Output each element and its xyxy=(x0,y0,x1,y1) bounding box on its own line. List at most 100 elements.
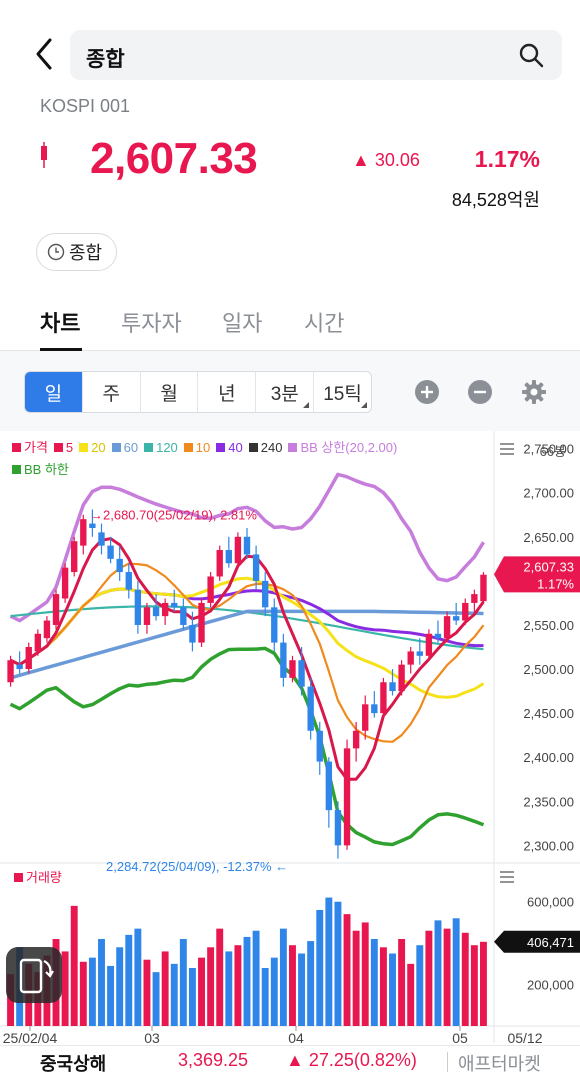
price-chart[interactable]: 2,750.002,700.002,650.002,600.002,550.00… xyxy=(0,431,580,1046)
volume-bar xyxy=(179,939,187,1026)
search-text: 종합 xyxy=(86,48,125,71)
legend-label: 가격 xyxy=(24,440,48,455)
tab-chart[interactable]: 차트 xyxy=(40,311,81,336)
period-minute[interactable]: 3분 xyxy=(256,372,315,412)
trade-amount: 84,528억원 xyxy=(451,190,540,210)
volume-bar xyxy=(352,930,360,1026)
volume-bar xyxy=(116,947,124,1026)
legend-swatch xyxy=(53,443,63,452)
period-day[interactable]: 일 xyxy=(25,372,83,412)
legend-label: 5 xyxy=(65,440,74,455)
tab-bar: 차트 투자자 일자 시간 xyxy=(0,296,580,351)
volume-tag xyxy=(494,930,580,953)
candle-body xyxy=(116,558,123,573)
ticker-code: KOSPI 001 xyxy=(40,96,131,116)
candle-body xyxy=(25,647,32,670)
legend-item-0: 가격 xyxy=(12,440,48,455)
candle-body xyxy=(125,572,132,590)
rotate-phone-icon xyxy=(19,958,54,994)
period-week[interactable]: 주 xyxy=(83,372,141,412)
date-axis-label: 03 xyxy=(144,1030,160,1046)
period-week-label: 주 xyxy=(102,383,120,405)
candle-body xyxy=(316,730,323,762)
legend-item-bb-lower: BB 하한 xyxy=(12,462,69,477)
candle-body xyxy=(307,686,314,731)
bottom-index-name: 중국상해 xyxy=(40,1054,107,1074)
chart-toolbar: 일 주 월 년 3분 15틱 xyxy=(0,351,580,431)
date-axis-label: 04 xyxy=(288,1030,304,1046)
candle-body xyxy=(189,624,196,643)
price-axis-label: 2,750.00 xyxy=(523,442,574,457)
back-arrow-icon[interactable] xyxy=(30,36,60,72)
volume-bar xyxy=(370,939,378,1026)
search-icon[interactable] xyxy=(518,42,544,68)
candle-body xyxy=(16,664,23,670)
rotate-screen-button[interactable] xyxy=(6,947,62,1003)
volume-menu-icon[interactable] xyxy=(500,871,514,883)
volume-bar xyxy=(161,951,169,1026)
settings-gear-icon[interactable] xyxy=(521,379,547,405)
period-month-label: 월 xyxy=(160,383,178,405)
indicator-legend: 가격 5 20 60 120 10 40 240 BB 상한(20,2.00) BB 하한 xyxy=(12,437,492,481)
price-axis-label: 2,350.00 xyxy=(523,794,574,809)
volume-bar xyxy=(88,957,96,1026)
search-bar[interactable]: 종합 xyxy=(70,30,562,80)
candle-body xyxy=(343,748,351,846)
volume-bar xyxy=(98,939,105,1026)
ma-60-line xyxy=(10,609,484,680)
candle-body xyxy=(380,682,387,714)
candle-body xyxy=(207,576,214,603)
volume-bar xyxy=(425,930,433,1026)
zoom-out-icon[interactable] xyxy=(467,379,493,405)
legend-item-6: 40 xyxy=(216,440,243,455)
legend-swatch xyxy=(79,443,89,452)
legend-swatch xyxy=(144,443,154,452)
period-tick[interactable]: 15틱 xyxy=(314,372,371,412)
volume-bar xyxy=(443,928,451,1026)
volume-bar xyxy=(143,959,151,1026)
price-axis-label: 2,300.00 xyxy=(523,838,574,853)
legend-swatch xyxy=(12,465,21,474)
zoom-in-icon[interactable] xyxy=(414,379,440,405)
period-month[interactable]: 월 xyxy=(141,372,199,412)
legend-swatch xyxy=(111,443,121,452)
candle-body xyxy=(171,602,178,608)
ma-10-line xyxy=(10,562,485,743)
legend-item-7: 240 xyxy=(248,440,282,455)
candle-body xyxy=(289,660,296,678)
legend-item-1: 5 xyxy=(53,440,74,455)
candle-body xyxy=(352,730,360,749)
candle-body xyxy=(325,761,333,811)
menu-icon[interactable] xyxy=(500,443,514,455)
price-axis-label: 2,500.00 xyxy=(523,662,574,677)
period-year-label: 년 xyxy=(218,383,236,405)
tab-investor[interactable]: 투자자 xyxy=(121,311,182,336)
price-axis-label: 2,650.00 xyxy=(523,530,574,545)
candle-body xyxy=(416,651,423,656)
candle-body xyxy=(471,594,478,603)
market-pill[interactable]: 종합 xyxy=(36,233,118,271)
current-price-tag-value: 2,607.33 xyxy=(523,559,574,574)
candle-body xyxy=(7,660,14,683)
low-annotation: 2,284.72(25/04/09), -12.37% ← xyxy=(106,859,288,874)
legend-item-3: 60 xyxy=(111,440,138,455)
legend-label: 10 xyxy=(195,440,211,455)
volume-bar xyxy=(198,957,205,1026)
volume-bar xyxy=(289,945,296,1026)
period-year[interactable]: 년 xyxy=(198,372,257,412)
bottom-ticker[interactable]: 중국상해 3,369.25 ▲ 27.25(0.82%) 애프터마켓 xyxy=(0,1045,580,1079)
tab-daily[interactable]: 일자 xyxy=(222,311,263,336)
volume-bar xyxy=(270,957,278,1026)
dropdown-corner-icon xyxy=(360,402,367,408)
volume-axis-label: 600,000 xyxy=(527,895,574,910)
tab-time[interactable]: 시간 xyxy=(304,311,345,336)
candle-body xyxy=(434,633,442,639)
period-minute-label: 3분 xyxy=(270,383,299,405)
volume-legend-label: 거래량 xyxy=(26,870,62,885)
volume-bar xyxy=(479,941,487,1026)
volume-bar xyxy=(298,953,306,1026)
candle-body xyxy=(280,642,287,678)
legend-label: 20 xyxy=(91,440,106,455)
candle-body xyxy=(480,574,487,602)
candle-body xyxy=(234,536,242,564)
